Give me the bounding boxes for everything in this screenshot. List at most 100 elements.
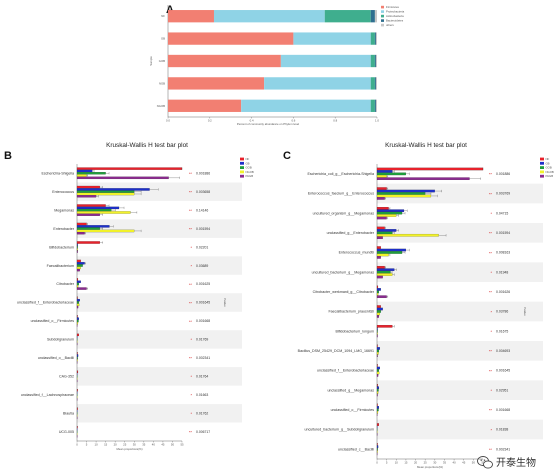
panel-a-bar-segment xyxy=(370,99,375,112)
kw-bar xyxy=(376,324,393,328)
legend-swatch xyxy=(240,170,244,174)
panel-a-bar-segment xyxy=(374,54,376,68)
kw-bar xyxy=(76,264,83,267)
kw-bar xyxy=(376,226,385,230)
p-value: 0.002341 xyxy=(496,447,510,451)
kw-bar xyxy=(76,356,78,360)
kw-bar xyxy=(376,305,381,308)
kw-bar xyxy=(376,270,391,274)
panel-a-bar-segment xyxy=(264,77,371,90)
kw-bar xyxy=(376,194,432,198)
panel-c-ylabel: Pvalue xyxy=(523,307,527,316)
kw-bar xyxy=(76,206,120,210)
kw-bar xyxy=(376,371,380,375)
kw-bar xyxy=(76,322,79,325)
kw-bar xyxy=(76,262,85,265)
taxon-label: Enterobacter xyxy=(53,227,74,231)
kw-bar xyxy=(76,222,87,226)
significance-star: ** xyxy=(489,349,493,354)
legend-swatch xyxy=(240,161,244,165)
taxon-label: Enterococcus_faecium_g__Enterococcus xyxy=(308,192,374,196)
kw-bar xyxy=(76,176,169,180)
significance-star: ** xyxy=(489,191,493,196)
significance-star: * xyxy=(190,374,192,379)
row-band xyxy=(77,293,242,312)
panel-b-row-bands xyxy=(77,182,242,423)
p-value: 0.02201 xyxy=(196,245,208,249)
taxon-label: UCG-005 xyxy=(59,430,74,434)
kw-bar xyxy=(376,211,403,215)
legend-label: NF xyxy=(246,157,250,161)
row-band xyxy=(377,341,543,361)
kw-bar xyxy=(376,174,387,178)
panel-a-legend: FirmicutesProteobacteriaActinobacteriaBa… xyxy=(381,5,405,27)
kw-bar xyxy=(376,256,381,259)
kw-bar xyxy=(376,251,403,254)
kw-bar xyxy=(376,248,406,252)
row-band xyxy=(377,183,543,204)
panel-a-bar-segment xyxy=(374,99,376,112)
x-tick-label: 20 xyxy=(114,443,118,447)
p-value: 0.002341 xyxy=(196,356,210,360)
kw-bar xyxy=(76,231,85,235)
panel-a-x-tick-label: 0.6 xyxy=(291,119,295,123)
panel-a-bar-segment xyxy=(374,77,376,90)
kw-bar xyxy=(76,354,79,357)
x-tick-label: 30 xyxy=(133,443,137,447)
taxon-label: Faecalibacterium xyxy=(47,264,74,268)
kw-bar xyxy=(376,312,380,316)
p-value: 0.004693 xyxy=(496,349,510,353)
kw-bar xyxy=(76,352,78,355)
x-tick-label: 45 xyxy=(462,461,466,465)
significance-star: * xyxy=(490,427,492,432)
panel-a-legend-swatch xyxy=(381,23,384,27)
taxon-label: Escherichia_coli_g__Escherichia-Shigella xyxy=(307,172,374,176)
kw-bar xyxy=(376,403,378,407)
taxon-label: unclassified_g__Enterobacter xyxy=(327,231,375,235)
legend-label: NGOB xyxy=(246,170,254,174)
panel-a-legend-swatch xyxy=(381,10,384,13)
legend-swatch xyxy=(240,174,244,178)
significance-star: ** xyxy=(189,282,193,287)
significance-star: ** xyxy=(189,300,193,305)
panel-a-bar-segment xyxy=(168,10,214,23)
legend-label: GOB xyxy=(246,166,252,170)
x-tick-label: 10 xyxy=(95,443,99,447)
row-band xyxy=(377,223,543,243)
kw-bar xyxy=(376,197,385,200)
p-value: 0.01675 xyxy=(496,329,508,333)
kw-bar xyxy=(76,278,79,281)
kw-bar xyxy=(376,290,380,294)
significance-star: ** xyxy=(189,356,193,361)
kw-bar xyxy=(76,167,183,170)
kw-bar xyxy=(376,253,389,257)
legend-label: NF xyxy=(546,157,550,161)
panel-a-legend-swatch xyxy=(381,5,384,9)
panel-b-bars xyxy=(76,167,183,438)
legend-swatch xyxy=(240,157,244,161)
p-value: 0.01764 xyxy=(196,375,208,379)
taxon-label: Citrobacter xyxy=(56,282,74,286)
kw-bar xyxy=(76,172,106,175)
panel-a-bar-segment xyxy=(375,54,377,68)
kw-bar xyxy=(376,406,380,409)
x-tick-label: 40 xyxy=(152,443,156,447)
p-value: 0.001668 xyxy=(196,319,210,323)
significance-star: * xyxy=(190,393,192,398)
panel-b-ylabel: Pvalue xyxy=(223,298,227,307)
kw-bar xyxy=(376,388,379,392)
kw-bar xyxy=(376,369,380,372)
kw-bar xyxy=(376,206,389,210)
panel-a-bar-segment xyxy=(374,32,376,45)
kw-bar xyxy=(376,170,393,173)
taxon-label: Faecalibacterium_prausnitzii xyxy=(328,310,374,314)
row-band xyxy=(377,380,543,400)
row-band xyxy=(77,219,242,238)
x-tick-label: 35 xyxy=(443,461,447,465)
p-value: 0.01762 xyxy=(196,412,208,416)
row-band xyxy=(377,419,543,440)
kw-bar xyxy=(376,268,395,272)
panel-a-bar-segment xyxy=(375,32,377,45)
p-value: 0.02951 xyxy=(496,388,508,392)
p-value: 0.001886 xyxy=(196,171,210,175)
